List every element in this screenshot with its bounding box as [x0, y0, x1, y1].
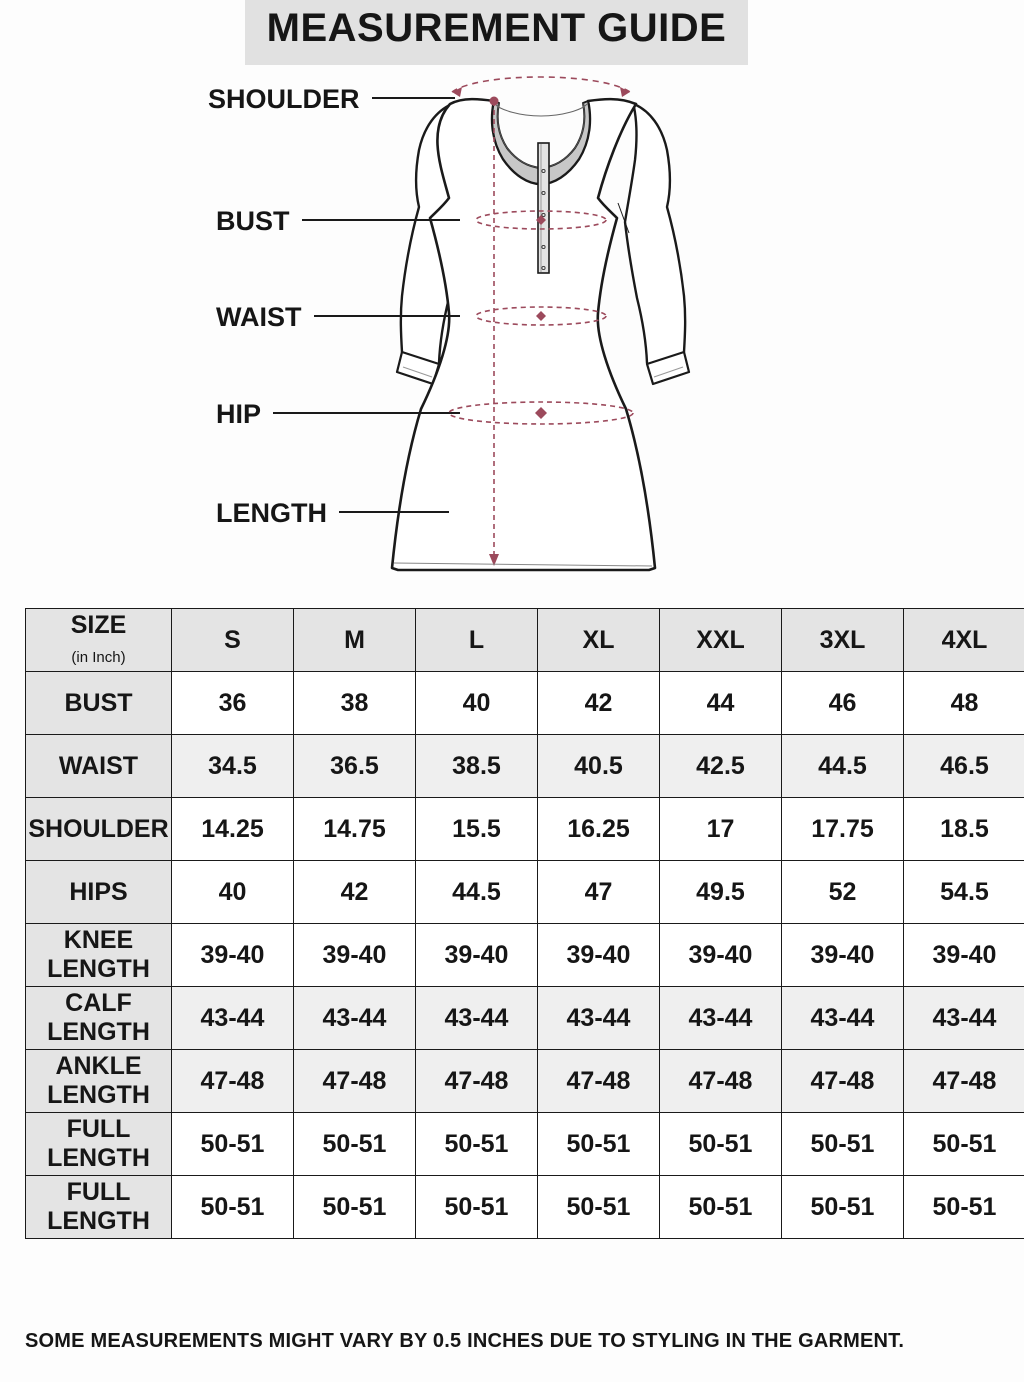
svg-text:SHOULDER: SHOULDER [208, 84, 360, 114]
svg-text:BUST: BUST [216, 206, 290, 236]
svg-text:LENGTH: LENGTH [216, 498, 327, 528]
svg-text:HIP: HIP [216, 399, 261, 429]
svg-text:WAIST: WAIST [216, 302, 302, 332]
